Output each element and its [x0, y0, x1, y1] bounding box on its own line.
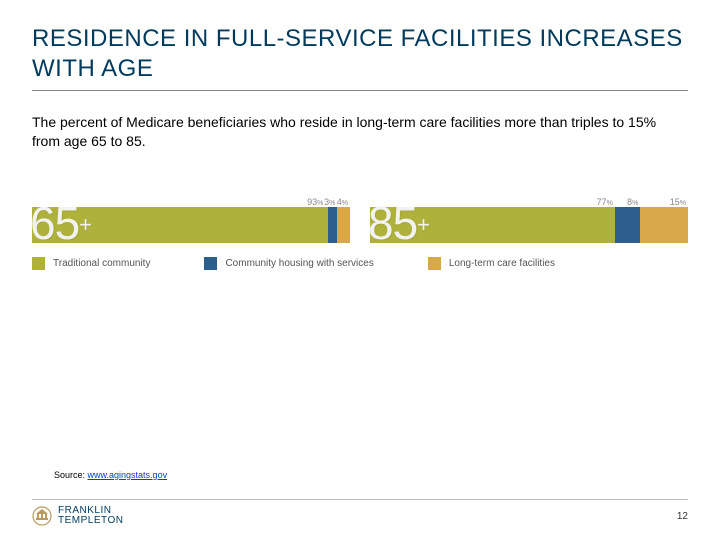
logo-icon — [32, 506, 52, 526]
segment-labels: 77%8%15% — [370, 193, 688, 207]
legend-item: Community housing with services — [204, 257, 373, 270]
bars-row: 93%3%4%65+ 77%8%15%85+ — [32, 193, 688, 243]
bar-group: 93%3%4%65+ — [32, 193, 350, 243]
footer: FRANKLIN TEMPLETON 12 — [32, 499, 688, 526]
legend-label: Traditional community — [53, 258, 150, 269]
legend-label: Community housing with services — [225, 258, 373, 269]
legend-swatch — [32, 257, 45, 270]
segment-label: 4% — [337, 197, 350, 207]
source-line: Source: www.agingstats.gov — [54, 470, 167, 480]
chart: 93%3%4%65+ 77%8%15%85+ Traditional commun… — [32, 193, 688, 270]
brand-logo: FRANKLIN TEMPLETON — [32, 506, 123, 526]
page-number: 12 — [677, 511, 688, 522]
stacked-bar: 85+ — [370, 207, 688, 243]
legend: Traditional community Community housing w… — [32, 257, 688, 270]
segment-label: 15% — [640, 197, 688, 207]
segment-label: 93% — [32, 197, 325, 207]
legend-label: Long-term care facilities — [449, 258, 555, 269]
segment-label: 3% — [325, 197, 337, 207]
bar-segment — [370, 207, 615, 243]
bar-segment — [328, 207, 338, 243]
slide-title: RESIDENCE IN FULL-SERVICE FACILITIES INC… — [32, 24, 688, 84]
segment-label: 77% — [370, 197, 615, 207]
legend-swatch — [204, 257, 217, 270]
logo-text: FRANKLIN TEMPLETON — [58, 506, 123, 526]
segment-label: 8% — [615, 197, 640, 207]
source-label: Source: — [54, 470, 88, 480]
source-link[interactable]: www.agingstats.gov — [88, 470, 168, 480]
legend-swatch — [428, 257, 441, 270]
body-text: The percent of Medicare beneficiaries wh… — [32, 113, 672, 151]
title-rule — [32, 90, 688, 91]
bar-group: 77%8%15%85+ — [370, 193, 688, 243]
segment-labels: 93%3%4% — [32, 193, 350, 207]
slide: RESIDENCE IN FULL-SERVICE FACILITIES INC… — [0, 0, 720, 540]
legend-item: Traditional community — [32, 257, 150, 270]
stacked-bar: 65+ — [32, 207, 350, 243]
bar-segment — [615, 207, 640, 243]
legend-item: Long-term care facilities — [428, 257, 555, 270]
bar-segment — [640, 207, 688, 243]
bar-segment — [337, 207, 350, 243]
bar-segment — [32, 207, 328, 243]
